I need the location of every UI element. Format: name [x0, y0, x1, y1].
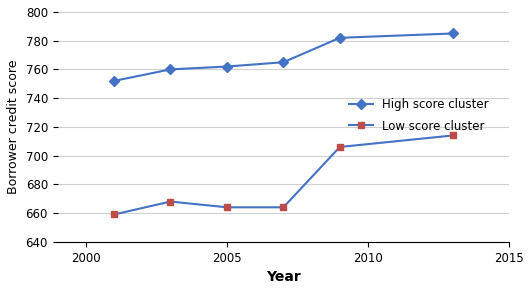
Line: Low score cluster: Low score cluster — [110, 132, 456, 218]
High score cluster — [280, 61, 287, 64]
X-axis label: Year: Year — [266, 270, 301, 284]
Y-axis label: Borrower credit score: Borrower credit score — [7, 60, 20, 194]
High score cluster — [450, 32, 456, 35]
High score cluster — [224, 65, 230, 68]
Low score cluster — [167, 200, 174, 203]
Legend: High score cluster, Low score cluster: High score cluster, Low score cluster — [344, 92, 495, 139]
Line: High score cluster: High score cluster — [110, 30, 456, 84]
Low score cluster — [450, 134, 456, 137]
High score cluster — [337, 36, 343, 40]
Low score cluster — [280, 205, 287, 209]
High score cluster — [167, 68, 174, 71]
Low score cluster — [337, 145, 343, 149]
Low score cluster — [111, 213, 117, 216]
Low score cluster — [224, 205, 230, 209]
High score cluster — [111, 79, 117, 83]
